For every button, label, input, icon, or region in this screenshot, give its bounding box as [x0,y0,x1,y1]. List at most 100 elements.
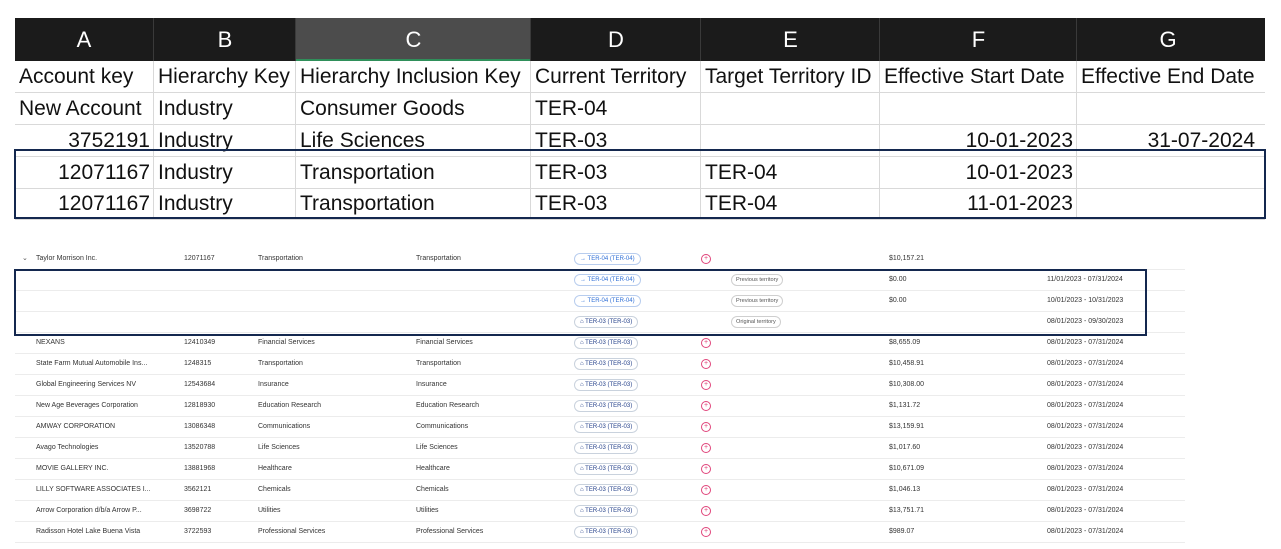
sheet-cell[interactable]: Consumer Goods [295,93,530,124]
sheet-cell[interactable]: TER-04 [530,93,700,124]
sheet-cell[interactable]: TER-04 [700,188,879,219]
account-id: 12818930 [184,402,216,409]
sheet-cell[interactable]: Hierarchy Key [153,61,295,92]
sheet-row: 12071167 Industry Transportation TER-03 … [15,188,1265,220]
sheet-cell[interactable]: 3752191 [68,129,150,152]
add-icon[interactable]: + [701,401,711,411]
account-id: 12410349 [184,339,216,346]
sheet-cell[interactable]: TER-03 [530,188,700,219]
column-header-e[interactable]: E [700,18,880,61]
sheet-cell[interactable]: 10-01-2023 [879,157,1076,188]
territory-pill[interactable]: ⌂ TER-03 (TER-03) [574,379,639,391]
table-row[interactable]: LILLY SOFTWARE ASSOCIATES I... 3562121 C… [15,479,1185,501]
sheet-cell[interactable]: Industry [153,188,295,219]
sheet-cell[interactable]: TER-03 [530,125,700,156]
table-row[interactable]: Global Engineering Services NV 12543684 … [15,374,1185,396]
amount: $0.00 [889,276,907,283]
territory-pill[interactable]: ⌂ TER-03 (TER-03) [574,400,639,412]
add-icon[interactable]: + [701,359,711,369]
territory-pill[interactable]: ⌂ TER-03 (TER-03) [574,358,639,370]
add-icon[interactable]: + [701,338,711,348]
column-header-c[interactable]: C [295,18,531,61]
add-icon[interactable]: + [701,254,711,264]
sheet-cell[interactable] [1076,188,1258,219]
territory-pill[interactable]: ⌂ TER-03 (TER-03) [574,421,639,433]
amount: $1,046.13 [889,486,921,493]
sheet-cell[interactable]: TER-03 [530,157,700,188]
sheet-cell[interactable] [1076,93,1258,124]
chevron-down-icon[interactable]: ⌄ [22,255,28,262]
table-row[interactable]: Radisson Hotel Lake Buena Vista 3722593 … [15,521,1185,543]
sheet-cell[interactable]: 10-01-2023 [879,125,1076,156]
sheet-cell[interactable] [700,125,879,156]
column-header-d[interactable]: D [530,18,701,61]
territory-pill[interactable]: ⌂ TER-03 (TER-03) [574,463,639,475]
sheet-cell[interactable]: Target Territory ID [700,61,879,92]
table-row[interactable]: AMWAY CORPORATION 13086348 Communication… [15,416,1185,438]
sheet-cell[interactable]: Industry [153,157,295,188]
territory-pill[interactable]: → TER-04 (TER-04) [574,253,641,265]
sheet-cell[interactable]: New Account [19,97,142,120]
sheet-cell[interactable]: 31-07-2024 [1076,125,1258,156]
sheet-cell[interactable]: Effective Start Date [879,61,1076,92]
column-header-b[interactable]: B [153,18,296,61]
sheet-cell[interactable]: Transportation [295,157,530,188]
sheet-cell[interactable]: Life Sciences [295,125,530,156]
territory-pill[interactable]: ⌂ TER-03 (TER-03) [574,442,639,454]
add-icon[interactable]: + [701,380,711,390]
sheet-cell[interactable]: Account key [19,65,134,88]
add-icon[interactable]: + [701,464,711,474]
sheet-cell[interactable]: 12071167 [58,192,150,215]
add-icon[interactable]: + [701,443,711,453]
table-row[interactable]: State Farm Mutual Automobile Ins... 1248… [15,353,1185,375]
table-row[interactable]: NEXANS 12410349 Financial Services Finan… [15,332,1185,354]
sheet-cell[interactable] [879,93,1076,124]
column-header-row: A B C D E F G [15,18,1265,61]
hierarchy: Communications [258,423,311,430]
sheet-cell[interactable]: Industry [153,125,295,156]
sheet-cell[interactable]: Hierarchy Inclusion Key [295,61,530,92]
inclusion: Insurance [416,381,447,388]
sheet-cell[interactable]: Current Territory [530,61,700,92]
amount: $1,131.72 [889,402,921,409]
territory-pill[interactable]: → TER-04 (TER-04) [574,274,641,286]
inclusion: Transportation [416,255,461,262]
inclusion: Communications [416,423,469,430]
account-id: 12543684 [184,381,216,388]
territory-pill[interactable]: ⌂ TER-03 (TER-03) [574,505,639,517]
sheet-cell[interactable]: 12071167 [58,161,150,184]
account-name: Taylor Morrison Inc. [36,255,98,262]
amount: $13,159.91 [889,423,925,430]
sheet-cell[interactable] [1076,157,1258,188]
sheet-row: 12071167 Industry Transportation TER-03 … [15,157,1265,189]
add-icon[interactable]: + [701,485,711,495]
add-icon[interactable]: + [701,422,711,432]
amount: $10,308.00 [889,381,925,388]
territory-status-tag: Previous territory [731,274,784,286]
table-row-expanded[interactable]: ⌄ Taylor Morrison Inc. 12071167 Transpor… [15,248,1185,270]
territory-pill[interactable]: ⌂ TER-03 (TER-03) [574,337,639,349]
account-name: Avago Technologies [36,444,99,451]
territory-pill[interactable]: ⌂ TER-03 (TER-03) [574,526,639,538]
column-header-g[interactable]: G [1076,18,1259,61]
table-row[interactable]: Avago Technologies 13520788 Life Science… [15,437,1185,459]
territory-pill[interactable]: ⌂ TER-03 (TER-03) [574,484,639,496]
territory-pill[interactable]: ⌂ TER-03 (TER-03) [574,316,639,328]
table-row[interactable]: Arrow Corporation d/b/a Arrow P... 36987… [15,500,1185,522]
account-name: Arrow Corporation d/b/a Arrow P... [36,507,142,514]
territory-pill[interactable]: → TER-04 (TER-04) [574,295,641,307]
amount: $0.00 [889,297,907,304]
add-icon[interactable]: + [701,527,711,537]
table-row[interactable]: MOVIE GALLERY INC. 13881968 Healthcare H… [15,458,1185,480]
table-row[interactable]: New Age Beverages Corporation 12818930 E… [15,395,1185,417]
sheet-cell[interactable] [700,93,879,124]
sheet-cell[interactable]: Industry [153,93,295,124]
column-header-a[interactable]: A [76,26,92,52]
sheet-cell[interactable]: Effective End Date [1076,61,1258,92]
sheet-cell[interactable]: 11-01-2023 [879,188,1076,219]
date-range: 08/01/2023 - 07/31/2024 [1047,528,1124,535]
sheet-cell[interactable]: Transportation [295,188,530,219]
column-header-f[interactable]: F [879,18,1077,61]
sheet-cell[interactable]: TER-04 [700,157,879,188]
add-icon[interactable]: + [701,506,711,516]
